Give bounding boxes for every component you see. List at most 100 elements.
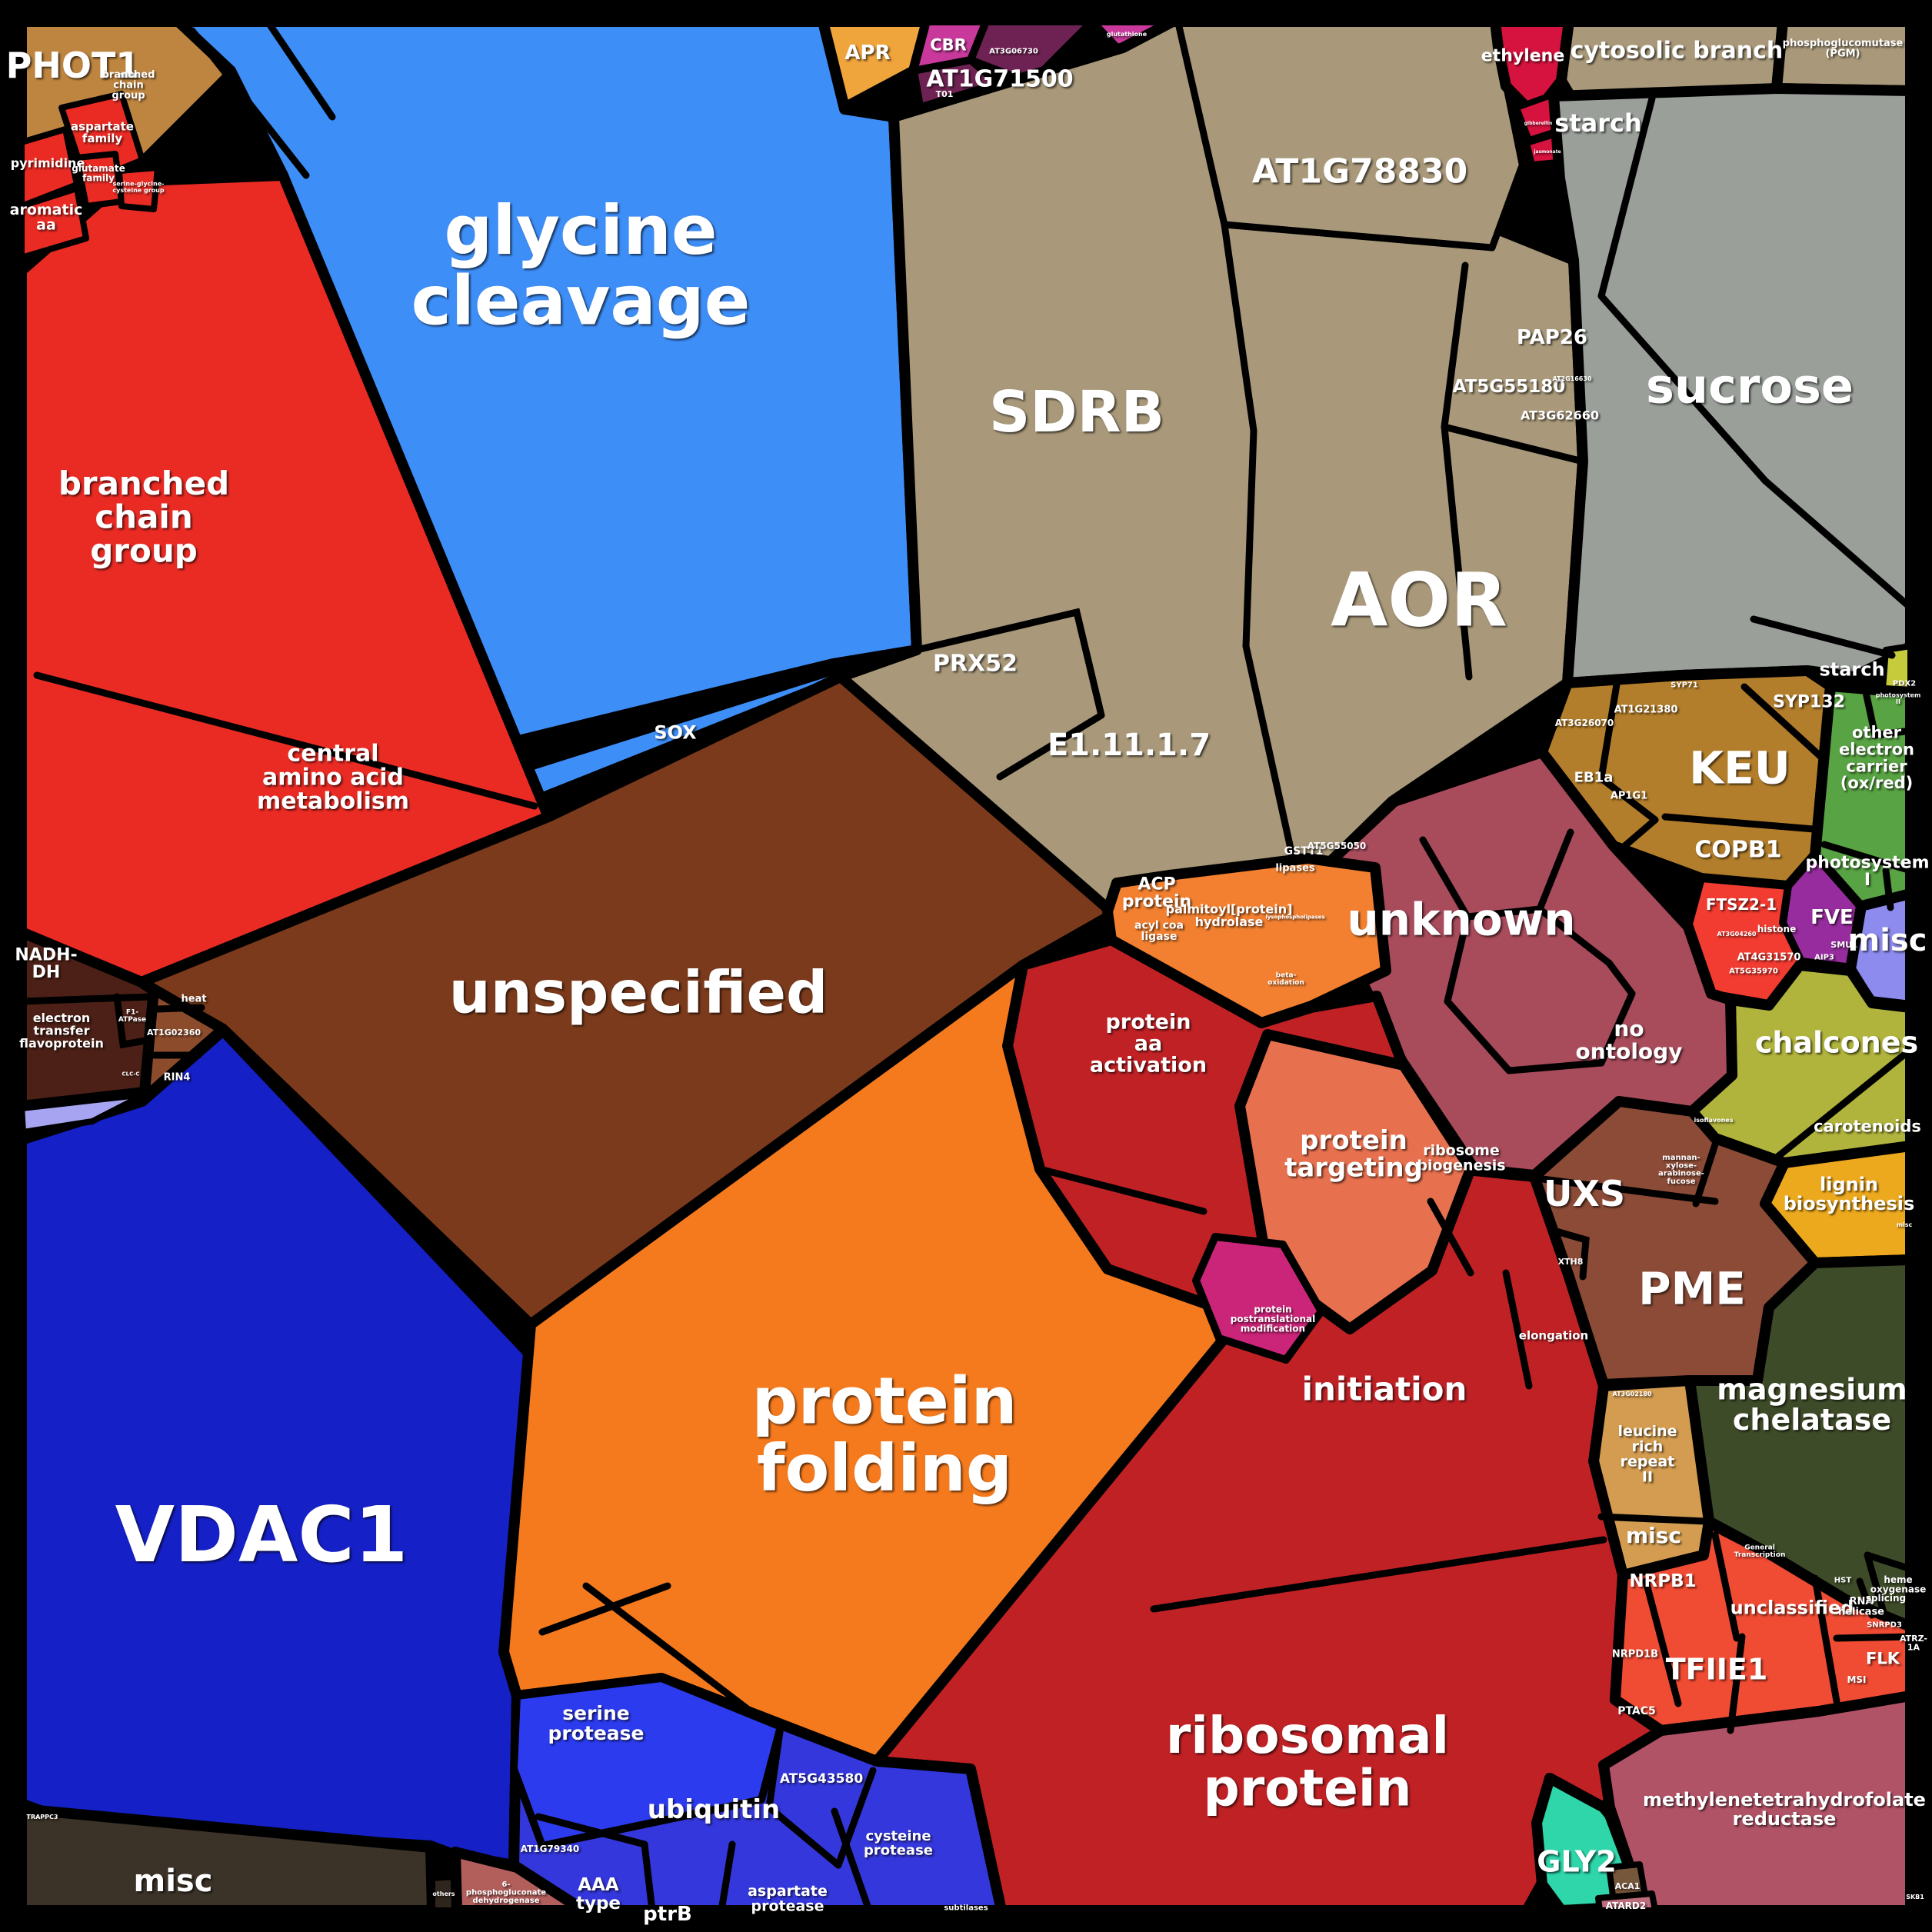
cell-divider [1864, 1551, 1914, 1573]
cell-divider [188, 27, 310, 179]
label-tfiie1: TFIIE1 [1666, 1652, 1768, 1686]
cell-divider [18, 993, 155, 1005]
label-palmitoyl[protein]-hydrolase: palmitoyl[protein] hydrolase [1166, 901, 1293, 929]
cell-divider [1692, 1136, 1720, 1208]
label-electron-transfer-flavoprotein: electron transfer flavoprotein [19, 1011, 104, 1051]
cell-divider [1856, 1577, 1876, 1619]
cell-divider [1597, 1513, 1710, 1525]
label-aip3: AIP3 [1814, 954, 1834, 962]
label-at5g35970: AT5G35970 [1729, 968, 1778, 976]
cell-serine-protease[interactable] [510, 1674, 784, 1850]
cell-divider [1441, 423, 1587, 465]
cell-ser-gly-cys-group[interactable] [116, 165, 161, 212]
label-ethylene: ethylene [1481, 47, 1565, 66]
label-aor: AOR [1331, 558, 1507, 644]
cell-divider [1820, 841, 1914, 874]
cell-divider [1550, 1227, 1590, 1281]
cell-divider [718, 1840, 736, 1914]
label-serine-protease: serine protease [548, 1702, 644, 1744]
cell-divider [1242, 642, 1296, 859]
label-aaa-type: AAA type [576, 1875, 621, 1914]
label-sucrose: sucrose [1646, 358, 1854, 415]
cell-phosphogluconate[interactable] [450, 1847, 588, 1916]
cell-divider [765, 1723, 842, 1869]
label-nadh--dh: NADH-DH [15, 945, 77, 982]
label-ribosome-biogenesis: ribosome biogenesis [1417, 1142, 1505, 1174]
cell-transcription-tomato[interactable] [1610, 1517, 1916, 1736]
label-snrpd3: SNRPD3 [1867, 1621, 1902, 1630]
cell-protein-targeting[interactable] [1234, 1029, 1476, 1334]
label-xth8: XTH8 [1558, 1257, 1584, 1267]
label-misc: misc [1626, 1523, 1681, 1548]
cell-divider [1597, 292, 1769, 485]
cell-divider [154, 1004, 205, 1013]
cell-divider [1619, 816, 1659, 851]
label-syp71: SYP71 [1671, 681, 1698, 690]
label-flk: FLK [1866, 1649, 1900, 1667]
cell-divider [1464, 905, 1544, 921]
cell-divider [831, 1807, 873, 1914]
cell-divider [1505, 1059, 1605, 1074]
label-6--phosphogluconate-dehydrogenase: 6-phosphogluconate dehydrogenase [466, 1880, 546, 1905]
label-at1g78830: AT1G78830 [1252, 152, 1467, 191]
cell-divider [1811, 1574, 1840, 1705]
label-acp-protein: ACP protein [1122, 874, 1191, 911]
label-at5g55050: AT5G55050 [1307, 841, 1367, 851]
label-nrpd1b: NRPD1B [1612, 1649, 1658, 1661]
label-pap26: PAP26 [1517, 326, 1587, 349]
cell-divider [582, 1582, 761, 1720]
cell-pyrimidine[interactable] [18, 126, 80, 209]
label-at3g04260: AT3G04260 [1717, 931, 1757, 938]
cell-divider [1536, 828, 1574, 913]
label-smu1: SMU1 [1830, 940, 1857, 950]
label-ptrb: ptrB [643, 1903, 692, 1926]
label-no-ontology: no ontology [1576, 1016, 1683, 1064]
label-rna-helicase: RNA helicase [1838, 1596, 1884, 1618]
label-protein-folding: protein folding [752, 1364, 1018, 1506]
cell-divider [1533, 1174, 1719, 1205]
label-keu: KEU [1689, 741, 1790, 794]
label-initiation: initiation [1302, 1371, 1467, 1408]
label-at3g02180: AT3G02180 [1613, 1391, 1652, 1397]
cell-divider [1441, 423, 1473, 681]
label-serine-glycine--cysteine-group: serine-glycine-cysteine group [112, 181, 164, 194]
label-leucine-rich-repeat-ii: leucine rich repeat II [1617, 1423, 1677, 1485]
label-gstt1: GSTT1 [1284, 845, 1324, 858]
cell-divider [1150, 1536, 1607, 1613]
label-heme-oxygenase: heme oxygenase [1870, 1574, 1926, 1594]
cell-divider [1862, 688, 1914, 739]
label-nrpb1: NRPB1 [1629, 1571, 1696, 1591]
cell-divider [1419, 836, 1471, 921]
label-trappc3: TRAPPC3 [27, 1814, 58, 1820]
label-gibberellin: gibberellin [1524, 121, 1552, 126]
label-gly2: GLY2 [1537, 1844, 1616, 1878]
label-jasmonate: jasmonate [1533, 149, 1561, 155]
cell-divider [1488, 164, 1525, 251]
cell-divider [113, 993, 155, 1049]
cell-divider [1864, 1551, 1888, 1619]
cell-acp-cluster[interactable] [1102, 853, 1391, 1028]
cell-posttranslational[interactable] [1192, 1233, 1325, 1364]
cell-divider [1833, 1633, 1914, 1642]
label-ftsz2-1: FTSZ2-1 [1706, 895, 1777, 914]
cell-divider [1642, 1577, 1682, 1707]
cell-atard2[interactable] [1595, 1890, 1658, 1914]
label-ubiquitin: ubiquitin [648, 1794, 781, 1825]
label-atrz--1a: ATRZ-1A [1900, 1634, 1927, 1652]
label-sox: SOX [654, 721, 697, 743]
label-misc: misc [1848, 923, 1927, 958]
label-other-electron-carrier-(ox/red): other electron carrier (ox/red) [1839, 724, 1914, 793]
label-hst: HST [1834, 1577, 1852, 1585]
label-carotenoids: carotenoids [1814, 1117, 1921, 1135]
label-ptac5: PTAC5 [1617, 1705, 1656, 1717]
label-msi: MSI [1847, 1674, 1866, 1685]
label-chalcones: chalcones [1755, 1025, 1918, 1059]
label-syp132: SYP132 [1773, 693, 1845, 712]
label-uxs: UXS [1544, 1173, 1625, 1214]
label-rin4: RIN4 [164, 1072, 191, 1084]
label-cytosolic-branch: cytosolic branch [1571, 38, 1784, 65]
cell-divider [1597, 774, 1659, 824]
cell-divider [1750, 615, 1896, 659]
cell-aromatic-aa[interactable] [18, 185, 89, 261]
cell-unspecified[interactable] [136, 671, 1119, 1330]
